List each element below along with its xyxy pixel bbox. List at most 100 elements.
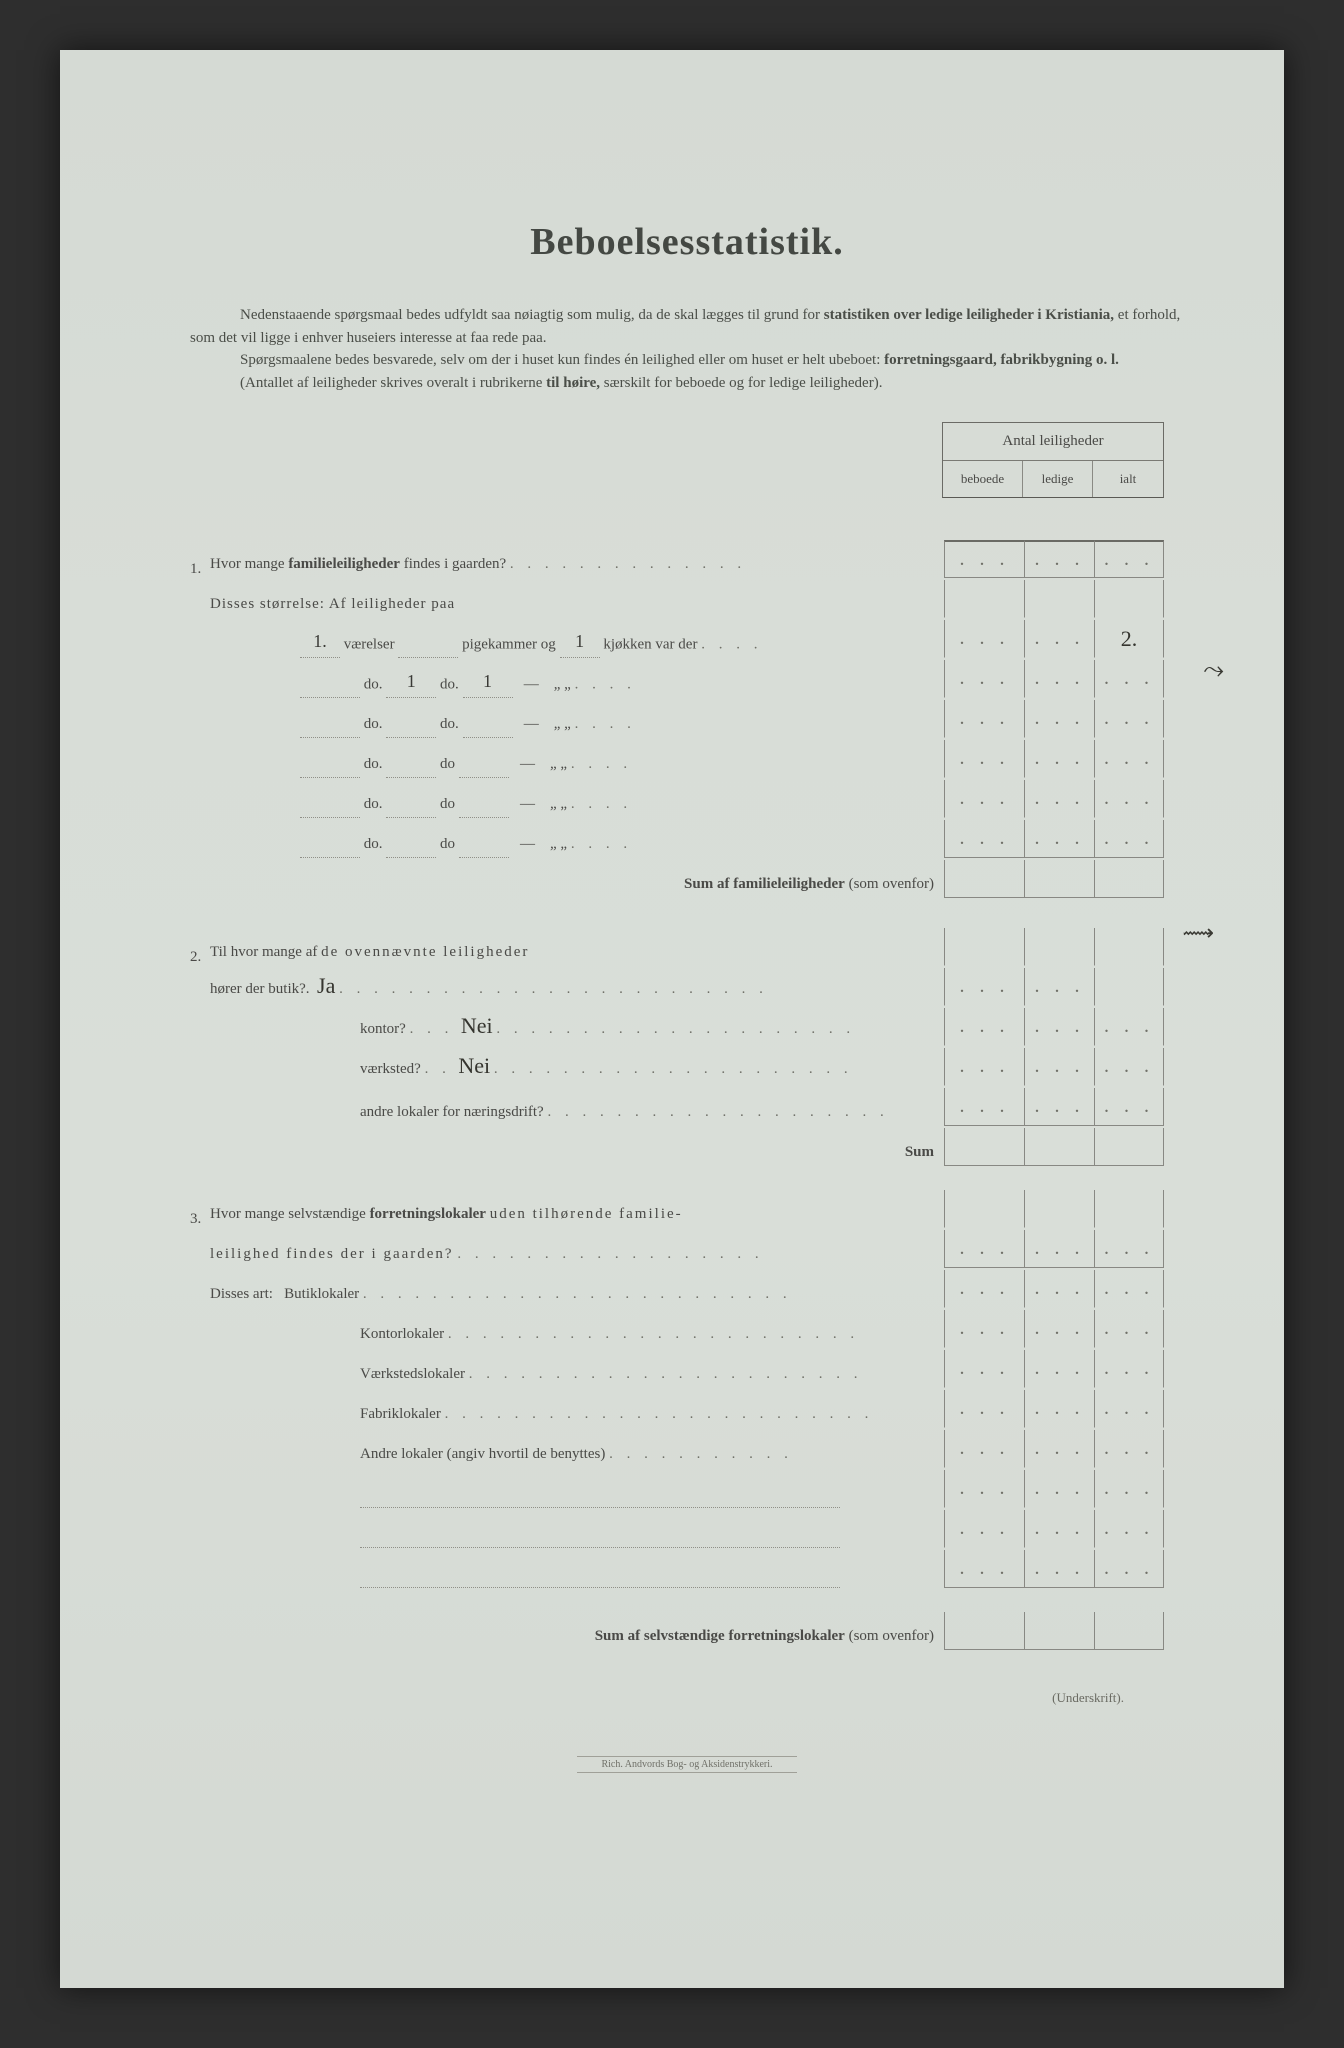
cell: . . . (1094, 1550, 1164, 1588)
do: do (440, 836, 455, 852)
q3-a: Hvor mange selvstændige (210, 1206, 370, 1222)
cell: . . . (944, 1470, 1024, 1508)
cell: . . . (1094, 1390, 1164, 1428)
do: do. (364, 836, 383, 852)
blank (300, 697, 360, 698)
cell: . . . (944, 1550, 1024, 1588)
q2-kontor: kontor? (360, 1021, 406, 1037)
cell: . . . (944, 1270, 1024, 1308)
cell: . . . (1024, 1470, 1094, 1508)
cell: . . . (1094, 1048, 1164, 1086)
cell (1094, 1128, 1164, 1166)
cell: . . . (1094, 1270, 1164, 1308)
cell: . . . (1094, 660, 1164, 698)
cell: . . . (1024, 740, 1094, 778)
do: do. (364, 796, 383, 812)
dots: . . . . (575, 716, 636, 732)
q3-num: 3. (190, 1211, 210, 1228)
q2-b: de ovennævnte leiligheder (321, 944, 529, 960)
do: do. (440, 716, 459, 732)
blank (386, 817, 436, 818)
q: „ „ (550, 796, 567, 812)
dots: . . . . . . . . . . . (609, 1446, 793, 1462)
q1-sum-note: (som ovenfor) (849, 876, 934, 892)
blank (300, 777, 360, 778)
dots: . . . . . . . . . . . . . . . . . . . . … (469, 1366, 863, 1382)
signature-label: (Underskrift). (190, 1690, 1124, 1706)
cell: . . . (944, 1430, 1024, 1468)
cell (944, 1190, 1024, 1228)
dots: . . . (410, 1021, 454, 1037)
th-title: Antal leiligheder (943, 423, 1163, 461)
cell: . . . (944, 620, 1024, 658)
cell: . . . (1024, 700, 1094, 738)
q1-ialt: . . . (1094, 540, 1164, 578)
cell: . . . (1024, 1390, 1094, 1428)
t: kjøkken var der (603, 636, 697, 652)
blank-line (360, 1587, 840, 1588)
dots: . . . . . . . . . . . . . . . . . . . . … (448, 1326, 859, 1342)
cell: . . . (944, 1088, 1024, 1126)
cell (1094, 928, 1164, 966)
intro-p1b: statistiken over ledige leiligheder i Kr… (824, 307, 1114, 323)
q3-disses: Disses art: (210, 1286, 273, 1302)
cell: . . . (944, 820, 1024, 858)
blank (463, 737, 513, 738)
cell: . . . (944, 780, 1024, 818)
cell (1094, 1612, 1164, 1650)
blank (459, 857, 509, 858)
cell: . . . (944, 1008, 1024, 1046)
scan-frame: Beboelsesstatistik. Nedenstaaende spørgs… (0, 0, 1344, 2048)
dots: . . . . (571, 796, 632, 812)
cell (944, 860, 1024, 898)
q1-beboede: . . . (944, 540, 1024, 578)
intro-p2b: forretningsgaard, fabrikbygning o. l. (884, 352, 1119, 368)
dots: . . . . (575, 676, 636, 692)
intro-p1a: Nedenstaaende spørgsmaal bedes udfyldt s… (240, 307, 824, 323)
cell: . . . (1094, 1008, 1164, 1046)
cell: . . . (1024, 1310, 1094, 1348)
q3-kontor: Kontorlokaler (360, 1326, 444, 1342)
blank (300, 737, 360, 738)
cell: . . . (1094, 780, 1164, 818)
th-ialt: ialt (1093, 461, 1163, 497)
cell (1094, 580, 1164, 618)
dots: . . . . . . . . . . . . . . . . . . . . … (494, 1061, 853, 1077)
page-title: Beboelsesstatistik. (190, 220, 1184, 264)
q3-andre: Andre lokaler (angiv hvortil de benyttes… (360, 1446, 605, 1462)
dots: . . . . . . . . . . . . . . . . . . . . … (445, 1406, 874, 1422)
q2-ans-vaerksted: Nei (458, 1053, 490, 1078)
q1-vaer-val: 1. (300, 625, 340, 658)
cell: . . . (944, 968, 1024, 1006)
dots: . . . . (571, 836, 632, 852)
q2-ans-kontor: Nei (461, 1013, 493, 1038)
cell: . . . (1094, 1470, 1164, 1508)
cell: . . . (944, 1510, 1024, 1548)
q3-line2: leilighed findes der i gaarden? (210, 1246, 454, 1262)
dots: . . . . . . . . . . . . . . . . . . . . … (339, 981, 768, 997)
q2-vaerksted: værksted? (360, 1061, 421, 1077)
dots: . . . . . . . . . . . . . . . . . . . . … (363, 1286, 792, 1302)
th-ledige: ledige (1023, 461, 1093, 497)
cell: . . . (1024, 1350, 1094, 1388)
q1-a: Hvor mange (210, 556, 288, 572)
cell (1024, 1612, 1094, 1650)
q: „ „ (550, 836, 567, 852)
q1-b: familieleiligheder (288, 556, 400, 572)
hand-mark: ⤳ (1203, 655, 1224, 686)
do: do. (364, 756, 383, 772)
cell: . . . (944, 1390, 1024, 1428)
th-beboede: beboede (943, 461, 1023, 497)
do: do (440, 796, 455, 812)
cell (944, 928, 1024, 966)
cell: . . . (1094, 740, 1164, 778)
q1-sum: Sum af familieleiligheder (684, 876, 845, 892)
q2-num: 2. (190, 949, 210, 966)
count-table-header: Antal leiligheder beboede ledige ialt (942, 422, 1164, 498)
dash: — (520, 796, 535, 812)
do: do. (364, 676, 383, 692)
dots: . . . . (701, 636, 762, 652)
cell: . . . (1024, 1270, 1094, 1308)
q1-kjok-val: 1 (560, 625, 600, 658)
q3-fabrik: Fabriklokaler (360, 1406, 441, 1422)
